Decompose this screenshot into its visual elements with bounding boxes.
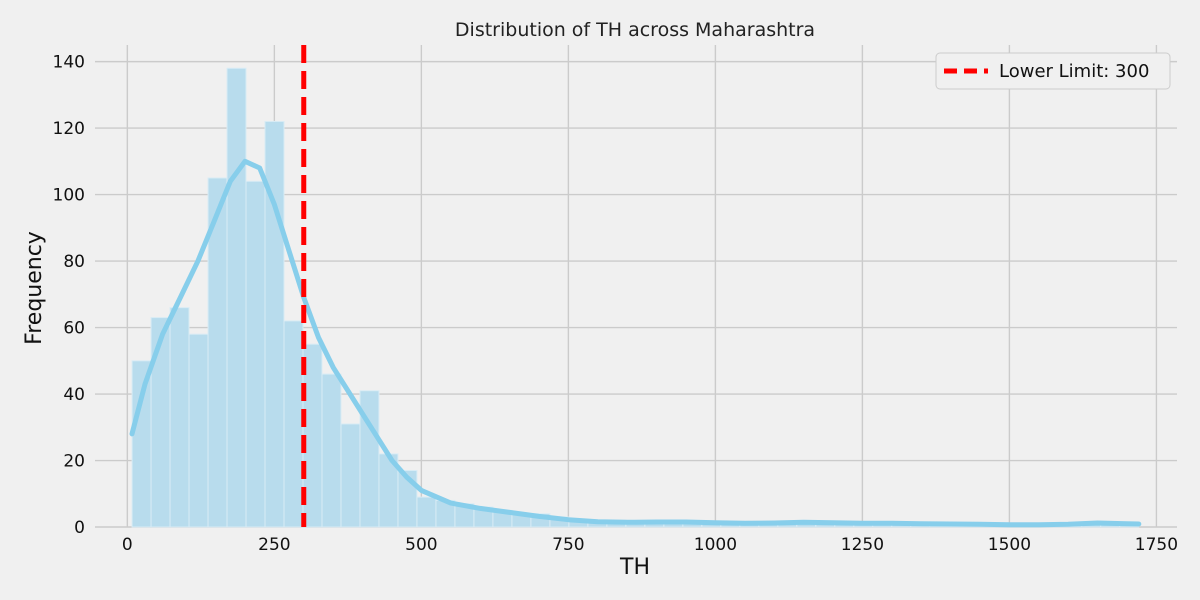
histogram-bar (283, 320, 304, 528)
x-tick-label: 1500 (988, 535, 1031, 555)
y-tick-label: 140 (53, 53, 85, 73)
x-axis-label: TH (619, 555, 650, 580)
histogram-bar (245, 180, 266, 528)
legend: Lower Limit: 300 (935, 52, 1171, 90)
x-tick-label: 0 (122, 535, 133, 555)
x-tick-labels: 0 250 500 750 1000 1250 1500 1750 (122, 535, 1178, 555)
y-axis-label: Frequency (22, 231, 47, 345)
x-tick-label: 1750 (1135, 535, 1178, 555)
kde-curve (129, 158, 1142, 528)
y-tick-label: 40 (63, 385, 85, 405)
histogram-bars (131, 67, 1140, 528)
x-tick-label: 250 (258, 535, 290, 555)
y-tick-label: 120 (53, 119, 85, 139)
y-tick-labels: 0 20 40 60 80 100 120 140 (53, 53, 85, 538)
x-tick-label: 1250 (841, 535, 884, 555)
histogram-bar (188, 333, 209, 528)
y-tick-label: 20 (63, 452, 85, 472)
histogram-bar (340, 423, 361, 528)
x-tick-label: 1000 (694, 535, 737, 555)
y-tick-label: 80 (63, 252, 85, 272)
x-tick-label: 500 (405, 535, 437, 555)
histogram-bar (131, 360, 152, 528)
histogram-bar (169, 307, 190, 528)
histogram-bar (321, 373, 342, 528)
legend-frame (935, 52, 1171, 90)
histogram-bar (226, 67, 247, 528)
x-tick-label: 750 (552, 535, 584, 555)
y-tick-label: 60 (63, 319, 85, 339)
histogram-bar (416, 496, 437, 528)
kde-line (129, 158, 1142, 528)
chart-title: Distribution of TH across Maharashtra (455, 19, 815, 41)
y-tick-label: 0 (74, 518, 85, 538)
y-tick-label: 100 (53, 186, 85, 206)
legend-label: Lower Limit: 300 (999, 61, 1149, 82)
histogram-bar (150, 317, 171, 528)
